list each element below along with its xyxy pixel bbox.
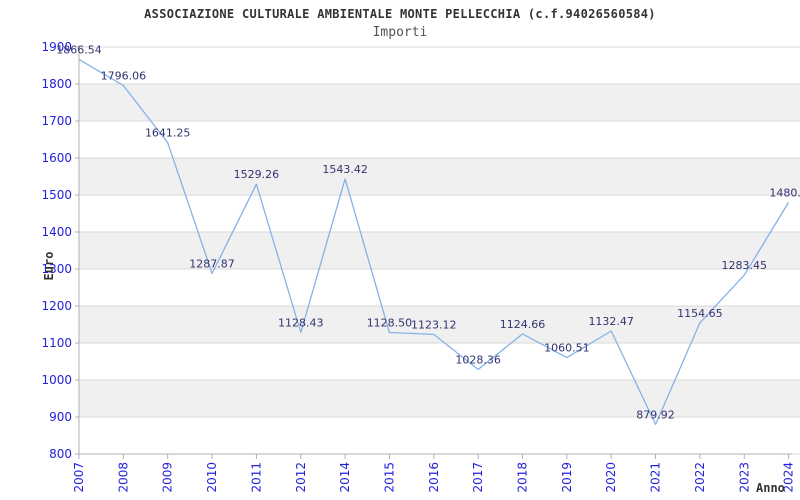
x-tick-label: 2007 [72, 462, 86, 493]
plot-band [79, 232, 800, 269]
y-axis-title: Euro [42, 251, 56, 281]
point-label: 879.92 [636, 408, 675, 421]
plot-band [79, 195, 800, 232]
y-tick-label: 1600 [41, 151, 72, 165]
x-tick-label: 2009 [161, 462, 175, 493]
point-label: 1028.36 [455, 354, 501, 367]
plot-band [79, 380, 800, 417]
y-tick-label: 1800 [41, 77, 72, 91]
x-tick-label: 2017 [471, 462, 485, 493]
y-tick-label: 1900 [41, 40, 72, 54]
x-axis-title: Anno [756, 481, 785, 495]
plot-band [79, 158, 800, 195]
chart-title: ASSOCIAZIONE CULTURALE AMBIENTALE MONTE … [144, 7, 656, 21]
y-tick-label: 1100 [41, 336, 72, 350]
y-tick-label: 800 [49, 447, 72, 461]
point-label: 1796.06 [101, 69, 147, 82]
y-tick-label: 1700 [41, 114, 72, 128]
point-label: 1641.25 [145, 127, 191, 140]
point-label: 1866.54 [56, 43, 102, 56]
plot-band [79, 84, 800, 121]
x-tick-label: 2022 [693, 462, 707, 493]
x-tick-label: 2019 [560, 462, 574, 493]
x-tick-label: 2024 [782, 462, 796, 493]
y-tick-label: 900 [49, 410, 72, 424]
plot-band [79, 417, 800, 454]
point-label: 1480.0 [769, 186, 800, 199]
x-tick-label: 2015 [382, 462, 396, 493]
x-tick-label: 2023 [737, 462, 751, 493]
point-label: 1287.87 [189, 257, 235, 270]
point-label: 1543.42 [322, 163, 368, 176]
plot-band [79, 269, 800, 306]
point-label: 1123.12 [411, 318, 457, 331]
plot-band [79, 343, 800, 380]
y-tick-label: 1200 [41, 299, 72, 313]
y-tick-label: 1000 [41, 373, 72, 387]
point-label: 1529.26 [234, 168, 280, 181]
point-label: 1124.66 [500, 318, 546, 331]
y-tick-label: 1300 [41, 262, 72, 276]
x-tick-label: 2012 [294, 462, 308, 493]
point-label: 1128.50 [367, 316, 413, 329]
data-line [78, 58, 790, 426]
chart-subtitle: Importi [372, 25, 428, 40]
x-tick-label: 2021 [649, 462, 663, 493]
plot-band [79, 121, 800, 158]
x-tick-label: 2014 [338, 462, 352, 493]
x-tick-label: 2020 [604, 462, 618, 493]
x-tick-label: 2008 [116, 462, 130, 493]
y-tick-label: 1500 [41, 188, 72, 202]
x-tick-label: 2018 [516, 462, 530, 493]
plot-band [79, 47, 800, 84]
point-label: 1154.65 [677, 307, 723, 320]
point-label: 1132.47 [588, 315, 634, 328]
x-tick-label: 2016 [427, 462, 441, 493]
point-label: 1128.43 [278, 316, 324, 329]
point-label: 1283.45 [722, 259, 768, 272]
x-tick-label: 2011 [249, 462, 263, 493]
plot-band [79, 306, 800, 343]
point-label: 1060.51 [544, 342, 590, 355]
x-tick-label: 2010 [205, 462, 219, 493]
y-tick-label: 1400 [41, 225, 72, 239]
